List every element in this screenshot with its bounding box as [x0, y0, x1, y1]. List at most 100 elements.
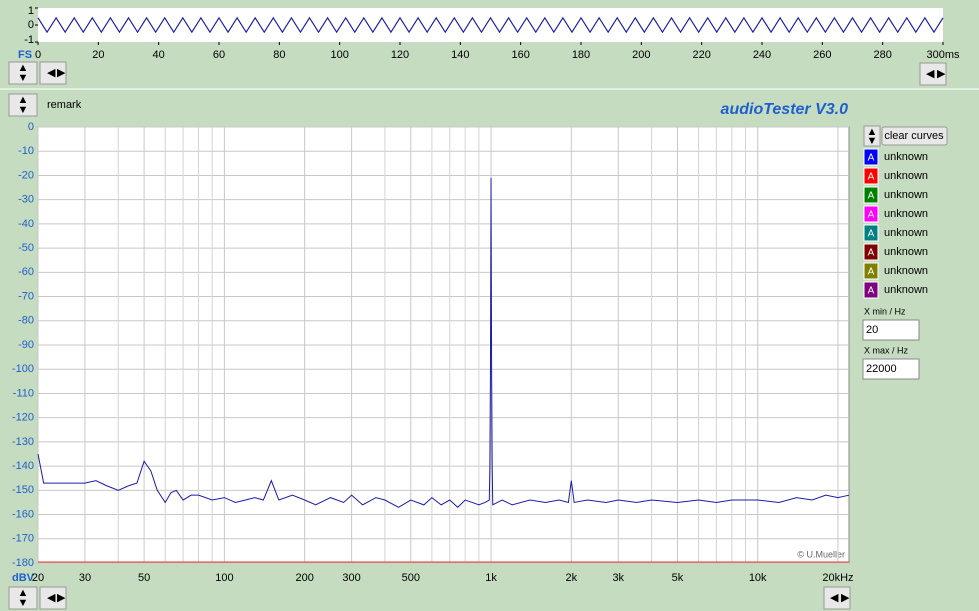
curve-spinner[interactable]: ▲▼ — [863, 125, 881, 147]
time-x-tick-label: 60 — [213, 49, 225, 61]
curve-name[interactable]: unknown — [884, 208, 928, 220]
svg-text:◀: ◀ — [47, 67, 56, 79]
y-tick-label: -140 — [12, 460, 34, 472]
time-x-tick-label: 80 — [273, 49, 285, 61]
curve-name[interactable]: unknown — [884, 189, 928, 201]
time-x-tick-label: 160 — [511, 49, 529, 61]
x-min-value[interactable]: 20 — [866, 324, 878, 336]
time-x-tick-label: 40 — [153, 49, 165, 61]
y-tick-label: -120 — [12, 412, 34, 424]
curve-icon[interactable] — [863, 262, 879, 280]
x-tick-label: 10k — [749, 572, 767, 584]
time-y-tick-label: 1 — [28, 5, 34, 17]
curve-name[interactable]: unknown — [884, 265, 928, 277]
spectrum-scroll-left[interactable]: ▲▼ ◀ ▶ — [8, 586, 67, 610]
curve-icon[interactable] — [863, 148, 879, 166]
y-tick-label: -180 — [12, 557, 34, 569]
time-x-tick-label: 200 — [632, 49, 650, 61]
x-tick-label: 1k — [485, 572, 497, 584]
time-x-tick-label: 120 — [391, 49, 409, 61]
time-x-tick-label: 180 — [572, 49, 590, 61]
svg-text:▶: ▶ — [841, 592, 850, 604]
y-tick-label: -60 — [18, 266, 34, 278]
svg-text:▶: ▶ — [57, 592, 66, 604]
curve-icon-label[interactable]: A — [868, 267, 875, 278]
time-scroll-left[interactable]: ▲▼ ◀ ▶ — [8, 61, 67, 85]
time-x-tick-label: 20 — [92, 49, 104, 61]
time-scroll-right[interactable]: ◀ ▶ — [919, 62, 947, 86]
x-tick-label: 3k — [612, 572, 624, 584]
y-tick-label: -150 — [12, 484, 34, 496]
time-x-tick-label: 140 — [451, 49, 469, 61]
x-tick-label: 30 — [79, 572, 91, 584]
time-x-tick-label: 220 — [692, 49, 710, 61]
curve-icon-label[interactable]: A — [868, 210, 875, 221]
curve-icon-label[interactable]: A — [868, 286, 875, 297]
y-tick-label: -40 — [18, 218, 34, 230]
time-x-tick-label: 100 — [330, 49, 348, 61]
y-tick-label: -170 — [12, 533, 34, 545]
y-tick-label: -30 — [18, 194, 34, 206]
y-tick-label: -110 — [13, 387, 34, 399]
svg-text:◀: ◀ — [830, 592, 839, 604]
curve-name[interactable]: unknown — [884, 227, 928, 239]
curve-icon[interactable] — [863, 281, 879, 299]
time-x-tick-label: 240 — [753, 49, 771, 61]
clear-button[interactable] — [881, 126, 948, 146]
svg-text:▲: ▲ — [18, 587, 29, 599]
curve-icon-label[interactable]: A — [868, 229, 875, 240]
y-tick-label: 0 — [28, 121, 34, 133]
time-x-tick-label: 300ms — [926, 49, 960, 61]
curve-icon[interactable] — [863, 205, 879, 223]
curve-icon-label[interactable]: A — [868, 191, 875, 202]
x-max-value[interactable]: 22000 — [866, 363, 897, 375]
svg-text:▲: ▲ — [18, 94, 29, 106]
curve-name[interactable]: unknown — [884, 284, 928, 296]
time-plot-area — [38, 8, 943, 42]
svg-text:◀: ◀ — [926, 68, 935, 80]
curve-name[interactable]: unknown — [884, 246, 928, 258]
svg-text:▼: ▼ — [18, 597, 29, 609]
curve-name[interactable]: unknown — [884, 151, 928, 163]
x-tick-label: 300 — [342, 572, 360, 584]
svg-text:▼: ▼ — [867, 135, 878, 147]
svg-text:▲: ▲ — [867, 126, 878, 138]
y-tick-label: -100 — [12, 363, 34, 375]
time-y-tick-label: 0 — [28, 19, 34, 31]
curve-icon[interactable] — [863, 186, 879, 204]
curve-icon-label[interactable]: A — [868, 248, 875, 259]
curve-name[interactable]: unknown — [884, 170, 928, 182]
curve-icon[interactable] — [863, 224, 879, 242]
svg-text:▶: ▶ — [937, 68, 946, 80]
x-max-input[interactable] — [862, 358, 920, 380]
spectrum-scroll-right[interactable]: ◀ ▶ — [823, 586, 851, 610]
time-y-tick-label: -1 — [24, 34, 34, 46]
y-tick-label: -130 — [12, 436, 34, 448]
curve-icon[interactable] — [863, 167, 879, 185]
time-x-tick-label: 0 — [35, 49, 41, 61]
x-tick-label: 100 — [215, 572, 233, 584]
remark: remark — [47, 99, 82, 111]
clear-button-label[interactable]: clear curves — [884, 130, 944, 142]
y-tick-label: -160 — [12, 508, 34, 520]
spectrum-unit: dBV — [12, 572, 35, 584]
curve-icon[interactable] — [863, 243, 879, 261]
svg-text:▼: ▼ — [18, 72, 29, 84]
y-tick-label: -90 — [18, 339, 34, 351]
curve-icon-label[interactable]: A — [868, 153, 875, 164]
waveform — [37, 16, 944, 34]
y-tick-label: -20 — [18, 169, 34, 181]
copyright: © U.Mueller — [797, 549, 845, 559]
y-tick-label: -70 — [18, 290, 34, 302]
svg-text:◀: ◀ — [47, 592, 56, 604]
x-tick-label: 2k — [565, 572, 577, 584]
app-title: audioTester V3.0 — [721, 101, 849, 118]
curve-icon-label[interactable]: A — [868, 172, 875, 183]
time-unit: FS — [18, 49, 32, 61]
x-tick-label: 50 — [138, 572, 150, 584]
svg-text:▼: ▼ — [18, 104, 29, 116]
remark-spinner[interactable]: ▲▼ — [8, 93, 38, 117]
y-tick-label: -50 — [18, 242, 34, 254]
x-min-input[interactable] — [862, 319, 920, 341]
